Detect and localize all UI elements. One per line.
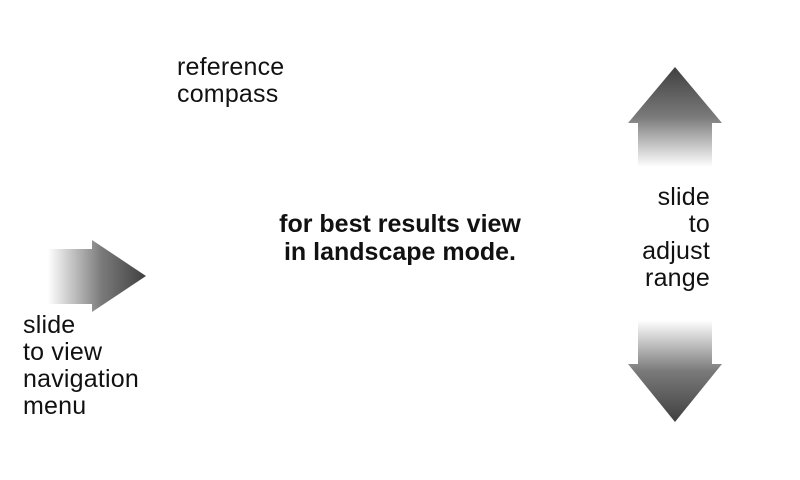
arrow-down-icon[interactable] [628, 320, 722, 422]
navigation-hint-line-3: navigation [23, 365, 139, 393]
arrow-right-icon[interactable] [48, 240, 148, 312]
landscape-message-line-1: for best results view [279, 210, 521, 238]
arrow-up-icon[interactable] [628, 67, 722, 167]
reference-compass-line-1: reference [177, 53, 285, 81]
range-hint-line-2: to [688, 210, 710, 238]
reference-compass-line-2: compass [177, 80, 279, 108]
range-hint-line-1: slide [657, 183, 710, 211]
navigation-hint-line-1: slide [23, 311, 76, 339]
reference-compass-label: reference compass [177, 54, 284, 108]
range-hint-line-3: adjust [642, 237, 710, 265]
landscape-message-line-2: in landscape mode. [283, 238, 516, 266]
range-hint-line-4: range [645, 264, 710, 292]
navigation-hint-label: slide to view navigation menu [23, 312, 139, 420]
navigation-hint-line-4: menu [23, 392, 87, 420]
range-hint-label: slide to adjust range [610, 184, 710, 292]
landscape-mode-message: for best results view in landscape mode. [200, 210, 600, 266]
navigation-hint-line-2: to view [23, 338, 103, 366]
